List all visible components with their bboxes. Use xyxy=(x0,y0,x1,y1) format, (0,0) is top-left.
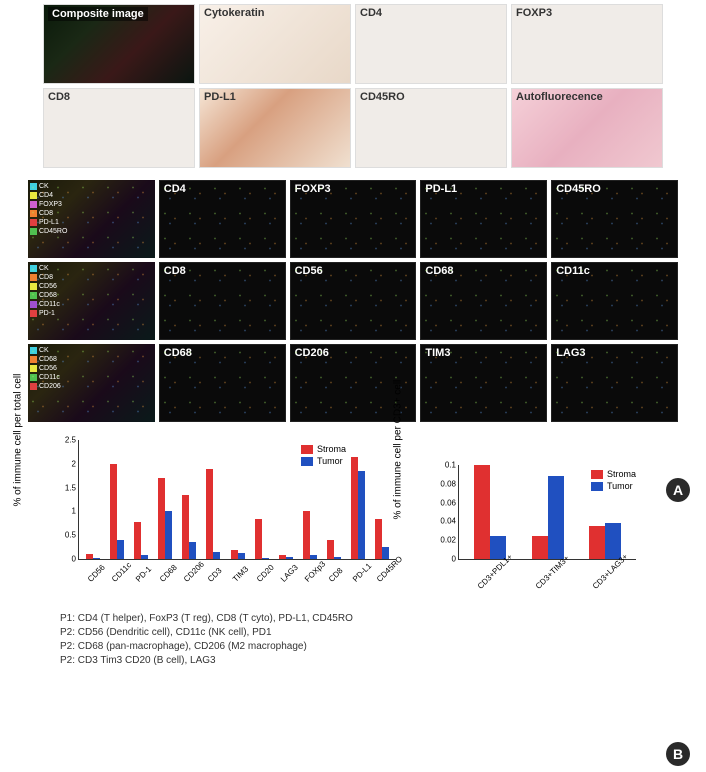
if-panel-pd-l1: PD-L1 xyxy=(199,88,351,168)
top-if-panels: Composite image Cytokeratin CD4 FOXP3 CD8 PD-… xyxy=(33,0,673,172)
if-panel-cytokeratin: Cytokeratin xyxy=(199,4,351,84)
bar-tumor xyxy=(141,555,148,559)
bar-group-cd68: CD68 xyxy=(153,440,177,559)
panel-label: Autofluorecence xyxy=(516,91,603,103)
bar-group-pd-l1: PD-L1 xyxy=(346,440,370,559)
bar-stroma xyxy=(255,519,262,559)
bar-group-cd45ro: CD45RO xyxy=(370,440,394,559)
panel-label: FOXP3 xyxy=(516,7,552,19)
bar-tumor xyxy=(358,471,365,559)
bar-group-cd206: CD206 xyxy=(177,440,201,559)
multiplex-panels: CKCD4FOXP3CD8PD-L1CD45ROCD4FOXP3PD-L1CD4… xyxy=(18,176,688,426)
bar-stroma xyxy=(375,519,382,559)
bar-tumor xyxy=(117,540,124,559)
charts-row: % of immune cell per total cell StromaTu… xyxy=(0,426,706,606)
if-panel-foxp3: FOXP3 xyxy=(511,4,663,84)
bar-stroma xyxy=(474,465,490,559)
bar-group-cd20: CD20 xyxy=(250,440,274,559)
marker-panel-foxp3: FOXP3 xyxy=(290,180,417,258)
bar-stroma xyxy=(231,550,238,559)
if-panel-autofluorecence: Autofluorecence xyxy=(511,88,663,168)
panel-label: PD-L1 xyxy=(204,91,236,103)
bar-tumor xyxy=(310,555,317,559)
bar-group-cd3: CD3 xyxy=(201,440,225,559)
multiplex-composite-row2: CKCD8CD56CD68CD11cPD-1 xyxy=(28,262,155,340)
marker-panel-pd-l1: PD-L1 xyxy=(420,180,547,258)
bar-group-lag3: LAG3 xyxy=(274,440,298,559)
bar-stroma xyxy=(303,511,310,559)
marker-panel-cd45ro: CD45RO xyxy=(551,180,678,258)
marker-panel-tim3: TIM3 xyxy=(420,344,547,422)
chart-immune-per-cd3: % of immune cell per CD3+ cell StromaTum… xyxy=(430,461,640,606)
bar-stroma xyxy=(351,457,358,559)
marker-panel-lag3: LAG3 xyxy=(551,344,678,422)
bar-tumor xyxy=(262,558,269,559)
bar-tumor xyxy=(213,552,220,559)
panel-label: CD8 xyxy=(48,91,70,103)
bar-group-cd3+pdl1+: CD3+PDL1+ xyxy=(461,465,519,559)
bar-group-cd11c: CD11c xyxy=(105,440,129,559)
if-panel-cd8: CD8 xyxy=(43,88,195,168)
bar-group-cd8: CD8 xyxy=(322,440,346,559)
marker-panel-cd68: CD68 xyxy=(159,344,286,422)
bar-tumor xyxy=(382,547,389,559)
bar-tumor xyxy=(165,511,172,559)
bar-tumor xyxy=(334,557,341,559)
panel-caption: P1: CD4 (T helper), FoxP3 (T reg), CD8 (… xyxy=(0,606,706,672)
bar-stroma xyxy=(158,478,165,559)
panel-label: CD4 xyxy=(360,7,382,19)
multiplex-composite-row3: CKCD68CD56CD11cCD206 xyxy=(28,344,155,422)
bar-stroma xyxy=(532,536,548,559)
caption-line: P1: CD4 (T helper), FoxP3 (T reg), CD8 (… xyxy=(60,612,676,626)
bar-tumor xyxy=(548,476,564,559)
caption-line: P2: CD3 Tim3 CD20 (B cell), LAG3 xyxy=(60,654,676,668)
marker-panel-cd11c: CD11c xyxy=(551,262,678,340)
y-axis-label-left: % of immune cell per total cell xyxy=(13,374,24,507)
bar-stroma xyxy=(110,464,117,559)
bar-group-tim3: TIM3 xyxy=(225,440,249,559)
bar-stroma xyxy=(206,469,213,559)
bar-group-cd56: CD56 xyxy=(81,440,105,559)
panel-label: Composite image xyxy=(48,7,148,21)
bar-stroma xyxy=(182,495,189,559)
marker-panel-cd56: CD56 xyxy=(290,262,417,340)
marker-panel-cd68: CD68 xyxy=(420,262,547,340)
panel-label: Cytokeratin xyxy=(204,7,265,19)
bar-stroma xyxy=(86,554,93,559)
bar-tumor xyxy=(238,553,245,559)
bar-stroma xyxy=(279,555,286,559)
multiplex-composite-row1: CKCD4FOXP3CD8PD-L1CD45RO xyxy=(28,180,155,258)
chart-immune-per-total: % of immune cell per total cell StromaTu… xyxy=(50,436,400,606)
if-panel-cd45ro: CD45RO xyxy=(355,88,507,168)
marker-panel-cd4: CD4 xyxy=(159,180,286,258)
if-panel-composite-image: Composite image xyxy=(43,4,195,84)
bar-group-foxp3: FOXp3 xyxy=(298,440,322,559)
y-axis-label-right: % of immune cell per CD3+ cell xyxy=(393,379,404,519)
marker-panel-cd8: CD8 xyxy=(159,262,286,340)
panel-label: CD45RO xyxy=(360,91,405,103)
panel-badge-a: A xyxy=(666,478,690,502)
panel-badge-b: B xyxy=(666,742,690,766)
bar-group-pd-1: PD-1 xyxy=(129,440,153,559)
caption-line: P2: CD68 (pan-macrophage), CD206 (M2 mac… xyxy=(60,640,676,654)
caption-line: P2: CD56 (Dendritic cell), CD11c (NK cel… xyxy=(60,626,676,640)
bar-group-cd3+tim3+: CD3+TIM3+ xyxy=(519,465,577,559)
if-panel-cd4: CD4 xyxy=(355,4,507,84)
bar-tumor xyxy=(286,557,293,559)
bar-group-cd3+lag3+: CD3+LAG3+ xyxy=(576,465,634,559)
bar-tumor xyxy=(189,542,196,559)
bar-tumor xyxy=(93,558,100,559)
bar-tumor xyxy=(605,523,621,559)
bar-stroma xyxy=(327,540,334,559)
bar-stroma xyxy=(134,522,141,559)
bar-stroma xyxy=(589,526,605,559)
